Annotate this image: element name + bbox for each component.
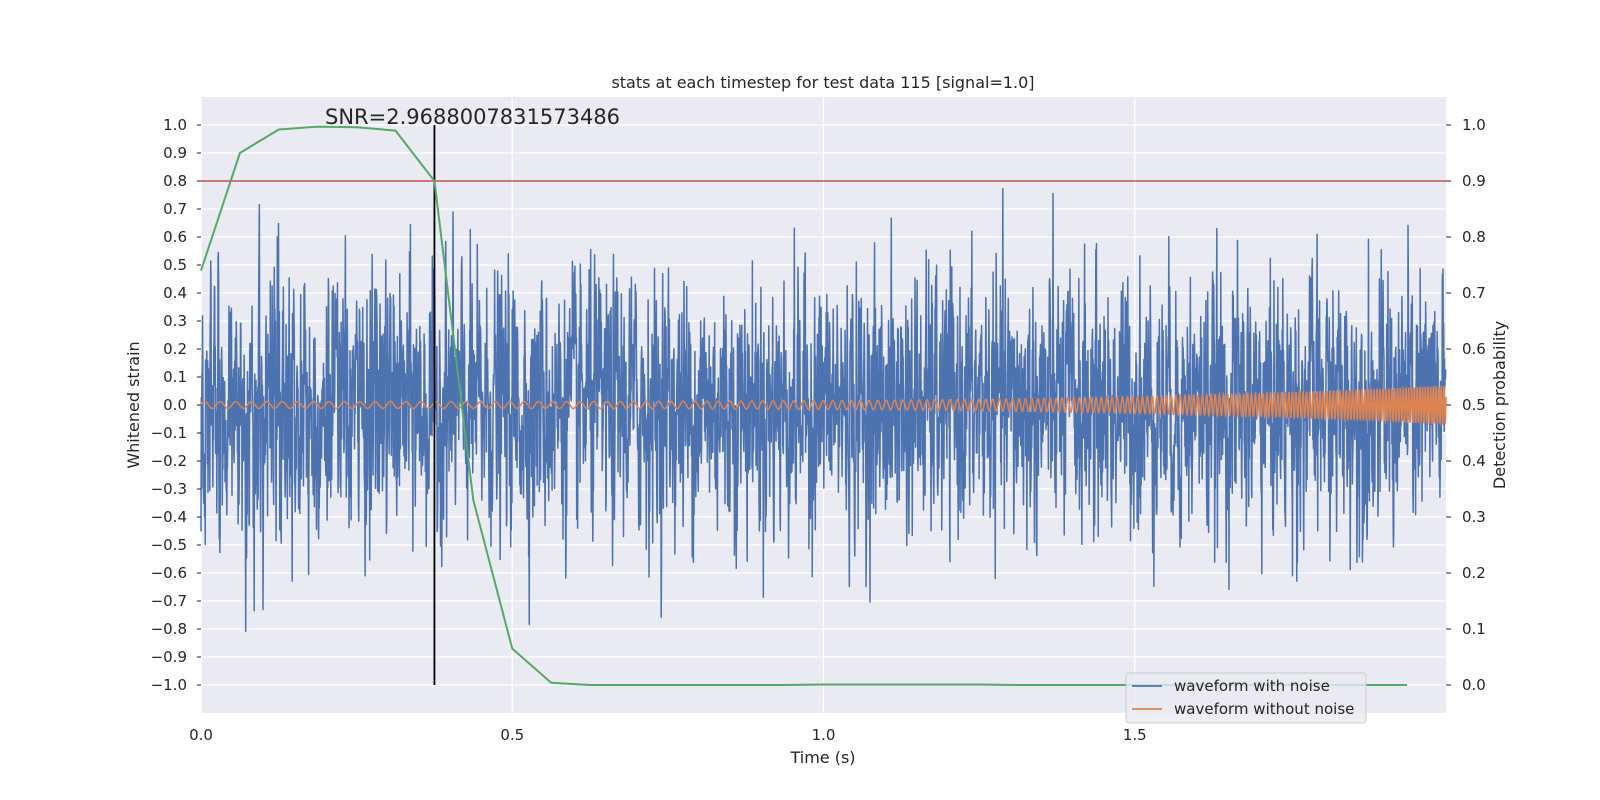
y2-tick-label: 1.0 [1462,116,1486,134]
y-tick-label: −0.1 [151,424,187,442]
y-tick-label: 0.0 [163,396,187,414]
legend-box [1125,672,1367,724]
chart-title: stats at each timestep for test data 115… [611,73,1034,92]
y-tick-label: −0.4 [151,508,187,526]
y-tick-label: 0.9 [163,144,187,162]
x-tick-label: 1.5 [1123,726,1147,744]
y-tick-label: 1.0 [163,116,187,134]
y-tick-label: 0.5 [163,256,187,274]
y2-tick-label: 0.7 [1462,284,1486,302]
legend-entry-noisy: waveform with noise [1174,677,1330,695]
y2-tick-label: 0.6 [1462,340,1486,358]
y-tick-label: 0.1 [163,368,187,386]
y2-tick-label: 0.0 [1462,676,1486,694]
noisy-waveform-line [200,188,1447,633]
clean-waveform-line [200,385,1447,427]
y2-tick-label: 0.9 [1462,172,1486,190]
y2-tick-label: 0.3 [1462,508,1486,526]
y2-axis-label: Detection probability [1490,321,1509,489]
y-tick-label: 0.8 [163,172,187,190]
y-tick-label: −0.9 [151,648,187,666]
y2-tick-label: 0.2 [1462,564,1486,582]
y2-tick-label: 0.1 [1462,620,1486,638]
x-tick-label: 0.0 [189,726,213,744]
y-tick-label: 0.4 [163,284,187,302]
legend: waveform with noise waveform without noi… [1125,672,1367,724]
y-tick-label: −0.3 [151,480,187,498]
y-tick-label: −0.6 [151,564,187,582]
y-tick-label: −0.7 [151,592,187,610]
x-axis-ticks: 0.0 0.5 1.0 1.5 [189,726,1147,744]
y-tick-label: −1.0 [151,676,187,694]
y-tick-label: 0.6 [163,228,187,246]
y2-axis-ticks: 0.0 0.1 0.2 0.3 0.4 0.5 0.6 0.7 0.8 0.9 1.0 [1446,116,1486,694]
y-tick-label: −0.2 [151,452,187,470]
y-tick-label: −0.5 [151,536,187,554]
snr-annotation: SNR=2.9688007831573486 [325,105,620,129]
y-axis-label: Whitened strain [124,341,143,468]
y-axis-ticks: −1.0 −0.9 −0.8 −0.7 −0.6 −0.5 −0.4 −0.3 −0.2 −0.1… [151,116,201,694]
x-axis-label: Time (s) [789,748,855,767]
y-tick-label: 0.7 [163,200,187,218]
legend-entry-clean: waveform without noise [1174,700,1354,718]
y-tick-label: −0.8 [151,620,187,638]
y2-tick-label: 0.8 [1462,228,1486,246]
y-tick-label: 0.3 [163,312,187,330]
y-tick-label: 0.2 [163,340,187,358]
x-tick-label: 1.0 [812,726,836,744]
y2-tick-label: 0.5 [1462,396,1486,414]
y2-tick-label: 0.4 [1462,452,1486,470]
x-tick-label: 0.5 [500,726,524,744]
